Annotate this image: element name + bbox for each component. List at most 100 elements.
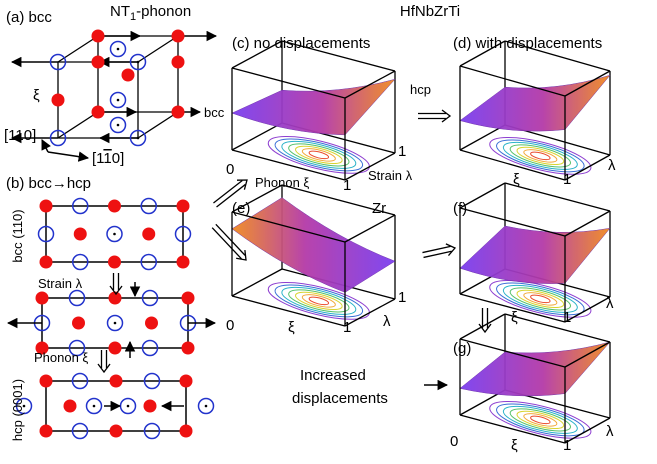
atom-dot (117, 99, 120, 102)
contour (272, 132, 365, 177)
contour (494, 133, 587, 178)
contour (301, 146, 336, 164)
energy-surface (460, 226, 610, 284)
tick-label: 1 (343, 177, 351, 194)
edge (565, 155, 610, 180)
contour (523, 290, 558, 308)
phonon-label: Phonon ξ (34, 350, 88, 365)
contour (530, 294, 551, 305)
annotation: displacements (292, 390, 388, 407)
atom (172, 56, 185, 69)
double-arrow-head (446, 244, 455, 256)
edge (232, 269, 282, 296)
axis-label: λ (606, 423, 614, 440)
atom (40, 375, 53, 388)
double-arrow-head (442, 110, 450, 122)
contour (279, 136, 358, 174)
atom (142, 228, 155, 241)
atom (144, 400, 157, 413)
atom-dot (117, 124, 120, 127)
title: HfNbZrTi (400, 3, 460, 20)
contour (494, 397, 587, 442)
label-part: 1 (103, 150, 111, 167)
label-part: hcp (67, 175, 91, 192)
strain-label: Strain λ (38, 276, 83, 291)
atom (110, 375, 123, 388)
contour (530, 151, 551, 162)
panel-label: (a) bcc (6, 9, 52, 26)
tick-label: 1 (563, 309, 571, 326)
atom-dot (137, 137, 140, 140)
plane-label: bcc (110) (10, 209, 25, 262)
double-arrow (424, 251, 452, 257)
atom (182, 292, 195, 305)
atom (108, 256, 121, 269)
label-part: [1 (92, 150, 104, 167)
panel-label: (e) (232, 200, 250, 217)
panel-label: (g) (453, 340, 471, 357)
atom-dot (205, 405, 208, 408)
atom (36, 292, 49, 305)
atom (108, 200, 121, 213)
axis-label: ξ (288, 319, 295, 336)
arrow (48, 152, 88, 158)
annotation: Increased (300, 367, 366, 384)
atom (40, 425, 53, 438)
axis-label: λ (608, 157, 616, 174)
atom (180, 425, 193, 438)
panel-label: (b) bcc→hcp (6, 175, 91, 192)
atom (40, 200, 53, 213)
axis-label: ξ (511, 437, 518, 454)
contour (487, 130, 595, 182)
contour (308, 150, 329, 161)
edge (505, 183, 610, 211)
axis-label: ξ (513, 171, 520, 188)
tick-label: 1 (563, 437, 571, 454)
tick-label: 0 (226, 161, 234, 178)
label-part: NT (110, 3, 130, 20)
atom (180, 375, 193, 388)
atom (92, 106, 105, 119)
atom (172, 106, 185, 119)
double-arrow (422, 246, 450, 252)
axis-label: λ (383, 313, 391, 330)
label-part: 0] (112, 150, 125, 167)
atom (74, 228, 87, 241)
atom (182, 342, 195, 355)
atom-dot (117, 48, 120, 51)
surface-label: bcc (204, 105, 225, 120)
double-arrow-head (98, 364, 110, 372)
atom-dot (93, 405, 96, 408)
energy-surface (460, 342, 610, 396)
axis-label: Phonon ξ (255, 175, 309, 190)
atom-dot (113, 233, 116, 236)
atom (109, 342, 122, 355)
figure: HfNbZrTi (a) bcc NT1-phonon ξ [110] [110… (0, 0, 657, 464)
arrow (42, 140, 48, 152)
contour (487, 394, 595, 446)
atom (177, 256, 190, 269)
panel-label: (f) (453, 200, 467, 217)
atom (122, 69, 135, 82)
atom (52, 94, 65, 107)
contour (301, 292, 336, 310)
atom-dot (114, 322, 117, 325)
panel-label: (d) with displacements (453, 35, 602, 52)
atom-dot (137, 61, 140, 64)
atom (110, 425, 123, 438)
contour (523, 411, 558, 429)
edge (232, 123, 282, 150)
atom (72, 317, 85, 330)
contour (523, 147, 558, 165)
panel-label: (c) no displacements (232, 35, 370, 52)
tick-label: 0 (450, 433, 458, 450)
plane-label: hcp (0001) (10, 379, 25, 441)
tick-label: 1 (343, 319, 351, 336)
axis-label: ξ (511, 309, 518, 326)
atom (145, 317, 158, 330)
edge (345, 215, 395, 242)
tick-label: 1 (398, 289, 406, 306)
label-part: (b) bcc (6, 175, 52, 192)
axis-label: Strain λ (368, 168, 413, 183)
atom (177, 200, 190, 213)
